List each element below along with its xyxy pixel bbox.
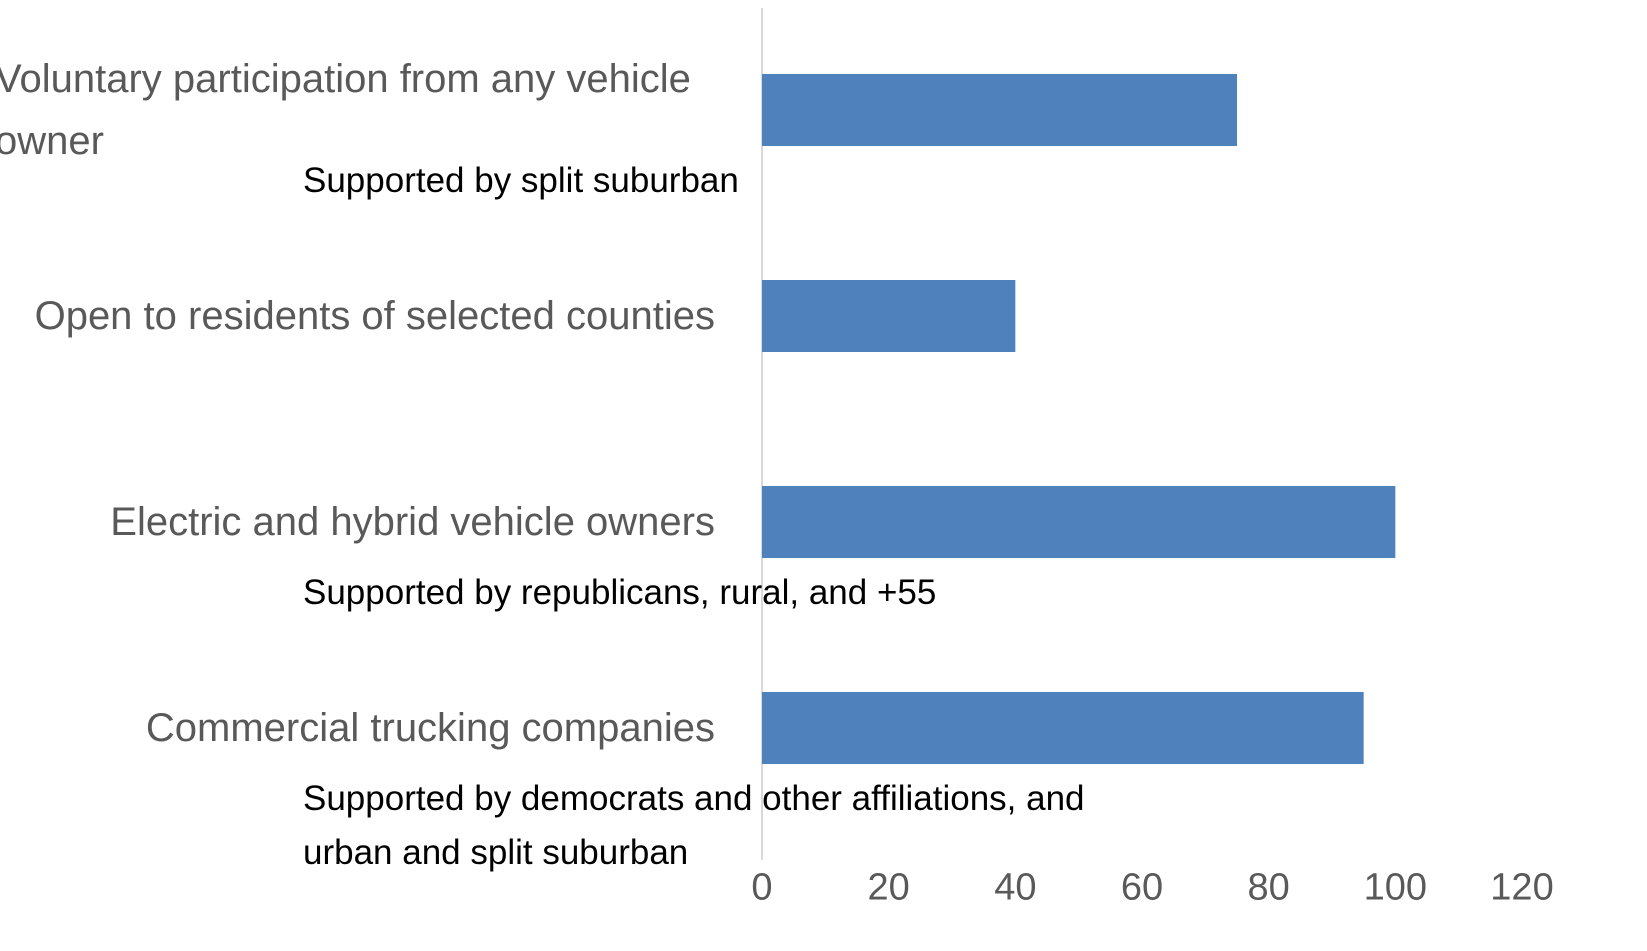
x-tick-label: 0: [751, 866, 773, 909]
bar: [762, 692, 1364, 764]
category-label: Electric and hybrid vehicle owners: [110, 500, 715, 544]
bar: [762, 74, 1237, 146]
x-tick-label: 60: [1120, 866, 1164, 909]
category-label: Commercial trucking companies: [145, 706, 715, 750]
bar: [762, 486, 1396, 558]
annotation: Supported by split suburban: [303, 161, 739, 200]
x-tick-label: 80: [1247, 866, 1290, 909]
x-tick-label: 120: [1490, 866, 1554, 909]
category-label: Voluntary participation from any vehicle…: [0, 57, 691, 163]
category-label: Open to residents of selected counties: [34, 294, 715, 338]
x-tick-label: 100: [1363, 866, 1428, 909]
x-tick-label: 20: [867, 866, 910, 909]
x-tick-label: 40: [994, 866, 1037, 909]
annotation: Supported by republicans, rural, and +55: [303, 573, 937, 612]
bar: [762, 280, 1016, 352]
annotation: Supported by democrats and other affilia…: [303, 779, 1085, 872]
